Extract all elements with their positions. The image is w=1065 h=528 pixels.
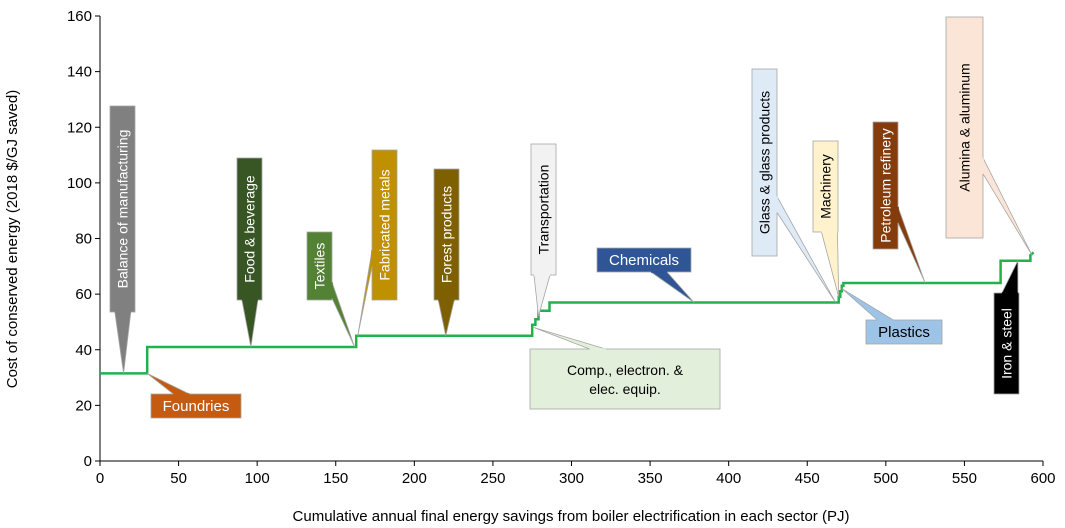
callout-pointer	[241, 299, 259, 348]
callout-label: Plastics	[878, 324, 930, 341]
callouts: Balance of manufacturing Foundries Food & …	[109, 16, 1033, 419]
callout-box	[306, 231, 333, 301]
callout-pointer	[146, 373, 190, 395]
callout-pointer	[841, 288, 895, 321]
callout-label: Balance of manufacturing	[115, 130, 131, 289]
x-tick-label: 550	[952, 470, 977, 487]
callout-pointer	[331, 282, 355, 348]
callout-label-line: Comp., electron. &	[567, 362, 684, 378]
callout-label-line: elec. equip.	[589, 381, 661, 397]
callout-box	[872, 121, 899, 250]
callout-pointer	[982, 157, 1033, 256]
y-tick-label: 0	[84, 453, 92, 470]
callout-box	[371, 149, 398, 301]
y-tick-label: 100	[67, 175, 92, 192]
y-axis-label: Cost of conserved energy (2018 $/GJ save…	[4, 90, 21, 389]
callout-label: Alumina & aluminum	[957, 63, 973, 191]
callout-pointer	[114, 311, 132, 374]
callout-label: Chemicals	[609, 252, 679, 269]
callout-label: Forest products	[439, 186, 455, 283]
callout-textiles: Textiles	[306, 231, 355, 348]
callout-transportation: Transportation	[530, 143, 557, 317]
y-tick-label: 80	[75, 231, 92, 248]
callout-fabricated-metals: Fabricated metals	[357, 149, 398, 336]
callout-pointer	[1001, 260, 1019, 294]
callout-iron-steel: Iron & steel	[993, 260, 1020, 395]
y-tick-label: 160	[67, 8, 92, 25]
callout-box	[865, 319, 943, 345]
callout-pointer	[357, 250, 373, 336]
callout-label: Food & beverage	[242, 175, 258, 283]
callout-pointer	[649, 271, 695, 303]
y-tick-label: 120	[67, 119, 92, 136]
callout-label: Textiles	[312, 243, 328, 290]
x-tick-label: 200	[402, 470, 427, 487]
callout-petroleum-refinery: Petroleum refinery	[872, 121, 926, 284]
x-tick-label: 350	[638, 470, 663, 487]
x-tick-label: 100	[245, 470, 270, 487]
y-tick-label: 60	[75, 286, 92, 303]
callout-label: Machinery	[818, 154, 834, 219]
x-tick-label: 450	[795, 470, 820, 487]
x-tick-label: 150	[323, 470, 348, 487]
callout-chemicals: Chemicals	[596, 247, 695, 303]
plot-area	[100, 251, 1035, 375]
callout-forest-products: Forest products	[433, 168, 460, 336]
callout-label: Iron & steel	[999, 308, 1015, 379]
callout-label: Foundries	[163, 398, 230, 415]
axes	[95, 15, 1044, 466]
callout-box	[236, 157, 263, 301]
callout-box	[751, 68, 778, 257]
x-axis-label: Cumulative annual final energy savings f…	[293, 508, 850, 525]
callout-pointer	[897, 206, 926, 284]
callout-label: Transportation	[536, 165, 552, 255]
callout-pointer	[533, 327, 606, 350]
callout-box	[529, 348, 721, 410]
callout-glass-glass-products: Glass & glass products	[751, 68, 836, 303]
callout-plastics: Plastics	[841, 288, 943, 345]
y-tick-label: 40	[75, 342, 92, 359]
callout-label: Petroleum refinery	[878, 128, 894, 242]
callout-pointer	[820, 231, 840, 298]
x-tick-label: 300	[559, 470, 584, 487]
x-tick-label: 250	[480, 470, 505, 487]
callout-balance-of-manufacturing: Balance of manufacturing	[109, 105, 136, 374]
y-tick-label: 140	[67, 64, 92, 81]
callout-box	[530, 143, 557, 276]
callout-box	[596, 247, 692, 273]
series-line	[100, 251, 1035, 375]
x-tick-label: 50	[170, 470, 187, 487]
callout-alumina-aluminum: Alumina & aluminum	[945, 16, 1033, 256]
callout-pointer	[437, 299, 455, 336]
callout-foundries: Foundries	[146, 373, 242, 419]
callout-label: Fabricated metals	[377, 169, 393, 280]
callout-box	[945, 16, 984, 239]
callout-box	[150, 393, 242, 419]
x-tick-label: 0	[96, 470, 104, 487]
x-tick-label: 600	[1030, 470, 1055, 487]
callout-food-beverage: Food & beverage	[236, 157, 263, 348]
x-tick-label: 500	[873, 470, 898, 487]
callout-box	[433, 168, 460, 301]
tick-labels: 0 50 100 150 200 250 300 350 400 450 500 550 600 0 20 4…	[67, 8, 1056, 487]
x-tick-label: 400	[716, 470, 741, 487]
callout-box	[109, 105, 136, 313]
callout-machinery: Machinery	[812, 140, 840, 298]
y-tick-label: 20	[75, 397, 92, 414]
callout-comp-electron-elec-equip: Comp., electron. & elec. equip.	[529, 327, 721, 410]
callout-label: Glass & glass products	[757, 91, 773, 234]
